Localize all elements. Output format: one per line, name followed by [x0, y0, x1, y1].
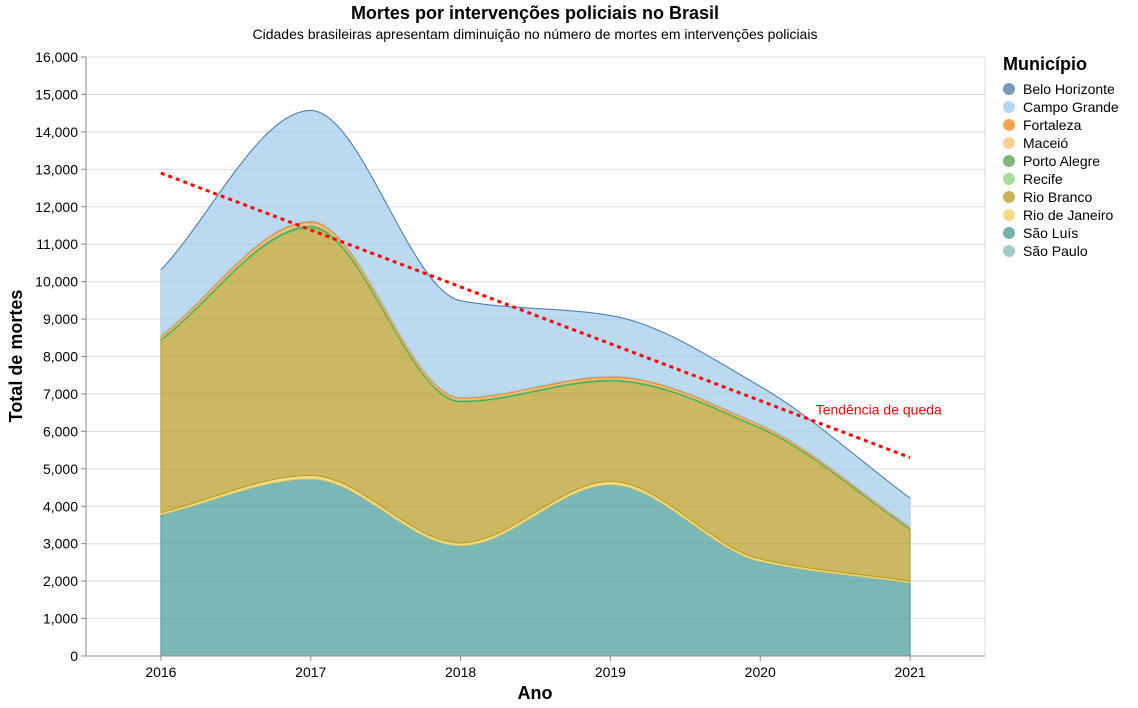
x-tick-label: 2019: [595, 664, 626, 680]
legend: Município Belo Horizonte Campo Grande Fort…: [1003, 54, 1119, 260]
legend-swatch: [1003, 173, 1015, 185]
x-axis-label: Ano: [518, 683, 553, 703]
chart-title: Mortes por intervenções policiais no Bra…: [350, 3, 720, 23]
x-tick-label: 2020: [745, 664, 776, 680]
y-tick-label: 6,000: [43, 423, 78, 439]
legend-label: Fortaleza: [1023, 117, 1082, 133]
legend-swatch: [1003, 245, 1015, 257]
legend-swatch: [1003, 191, 1015, 203]
y-tick-label: 5,000: [43, 461, 78, 477]
y-tick-label: 2,000: [43, 573, 78, 589]
legend-label: Porto Alegre: [1023, 153, 1101, 169]
legend-item: São Luís: [1003, 224, 1119, 242]
legend-swatch: [1003, 209, 1015, 221]
y-tick-label: 7,000: [43, 386, 78, 402]
axes: 0 1,000 2,000 3,000 4,000 5,000 6,000 7,000 8,00…: [35, 49, 985, 680]
legend-item: Rio de Janeiro: [1003, 206, 1119, 224]
y-tick-label: 15,000: [35, 86, 78, 102]
legend-swatch: [1003, 137, 1015, 149]
y-axis-label: Total de mortes: [6, 290, 26, 423]
legend-label: Rio de Janeiro: [1023, 207, 1114, 223]
y-tick-label: 0: [70, 648, 78, 664]
legend-swatch: [1003, 119, 1015, 131]
legend-title: Município: [1003, 54, 1087, 74]
y-tick-label: 14,000: [35, 124, 78, 140]
legend-label: Recife: [1023, 171, 1063, 187]
legend-item: Rio Branco: [1003, 188, 1119, 206]
legend-item: Maceió: [1003, 134, 1119, 152]
legend-label: São Paulo: [1023, 243, 1088, 259]
legend-swatch: [1003, 101, 1015, 113]
y-tick-label: 11,000: [36, 236, 78, 252]
y-tick-label: 3,000: [43, 536, 78, 552]
x-tick-label: 2017: [295, 664, 326, 680]
legend-swatch: [1003, 155, 1015, 167]
legend-item: Campo Grande: [1003, 98, 1119, 116]
legend-item: Porto Alegre: [1003, 152, 1119, 170]
legend-swatch: [1003, 83, 1015, 95]
y-tick-label: 10,000: [35, 274, 78, 290]
y-tick-label: 16,000: [35, 49, 78, 65]
y-tick-label: 12,000: [35, 199, 78, 215]
legend-label: São Luís: [1023, 225, 1079, 241]
legend-swatch: [1003, 227, 1015, 239]
y-tick-label: 8,000: [43, 349, 78, 365]
x-tick-label: 2021: [895, 664, 926, 680]
legend-item: São Paulo: [1003, 242, 1119, 260]
legend-label: Rio Branco: [1023, 189, 1093, 205]
legend-item: Fortaleza: [1003, 116, 1119, 134]
stacked-areas: [160, 110, 911, 657]
y-tick-label: 13,000: [35, 161, 78, 177]
trend-line: [160, 171, 911, 459]
y-tick-label: 1,000: [43, 611, 78, 627]
y-tick-label: 9,000: [43, 311, 78, 327]
legend-item: Belo Horizonte: [1003, 80, 1119, 98]
legend-item: Recife: [1003, 170, 1119, 188]
legend-label: Belo Horizonte: [1023, 81, 1115, 97]
trend-label: Tendência de queda: [816, 402, 942, 418]
area-belo-horizonte: [160, 110, 911, 499]
x-tick-label: 2016: [145, 664, 176, 680]
legend-label: Maceió: [1023, 135, 1069, 151]
chart-subtitle: Cidades brasileiras apresentam diminuiçã…: [252, 26, 818, 42]
legend-items: Belo Horizonte Campo Grande Fortaleza Macei…: [1003, 80, 1119, 260]
y-tick-label: 4,000: [43, 498, 78, 514]
legend-label: Campo Grande: [1023, 99, 1119, 115]
trend-line-group: Tendência de queda: [160, 171, 942, 459]
x-tick-label: 2018: [445, 664, 476, 680]
